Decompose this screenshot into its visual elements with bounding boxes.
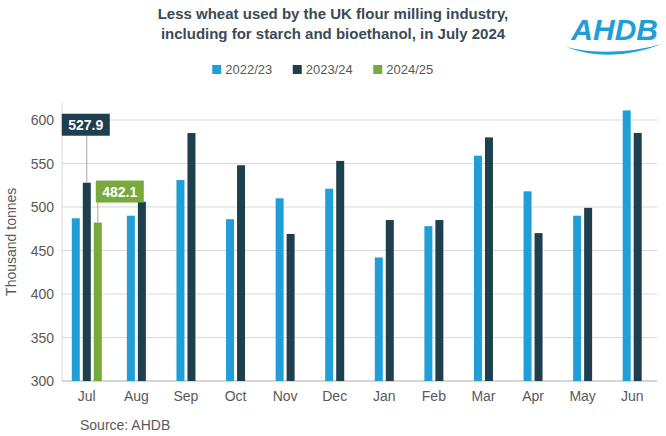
grid-line — [62, 294, 657, 295]
legend-label: 2024/25 — [386, 62, 433, 77]
x-axis-line — [62, 381, 657, 382]
y-tick-label: 550 — [31, 156, 55, 172]
bar — [474, 156, 482, 381]
bar — [485, 137, 493, 381]
y-tick-label: 450 — [31, 243, 55, 259]
y-tick-label: 400 — [31, 286, 55, 302]
x-tick-label: Feb — [422, 388, 446, 404]
x-tick-label: Dec — [322, 388, 347, 404]
bar — [573, 216, 581, 381]
legend: 2022/23 2023/24 2024/25 — [212, 62, 433, 77]
bar — [325, 189, 333, 381]
title: Less wheat used by the UK flour milling … — [133, 4, 533, 44]
logo-text: AHDB — [570, 13, 658, 46]
x-tick-label: Sep — [173, 388, 198, 404]
bar — [94, 223, 102, 381]
bar — [83, 183, 91, 381]
grid-line — [62, 381, 657, 382]
bar — [276, 198, 284, 381]
bar — [524, 191, 532, 381]
grid-line — [62, 163, 657, 164]
legend-swatch — [293, 65, 302, 74]
bar — [435, 220, 443, 381]
grid-line — [62, 120, 657, 121]
x-tick-label: Apr — [522, 388, 544, 404]
bar — [127, 216, 135, 381]
annotation-box — [62, 114, 110, 136]
y-tick-label: 350 — [31, 330, 55, 346]
annotation-box — [96, 181, 144, 203]
x-tick-label: Jul — [78, 388, 96, 404]
bar — [634, 133, 642, 381]
bar — [535, 233, 543, 381]
annotation-leader — [86, 136, 87, 183]
bar — [623, 110, 631, 381]
bar — [584, 208, 592, 381]
bar — [176, 180, 184, 381]
x-tick-label: Oct — [225, 388, 247, 404]
y-tick-label: 300 — [31, 373, 55, 389]
y-axis-line — [62, 103, 63, 381]
annotation: 482.1 — [102, 184, 137, 200]
chart: Less wheat used by the UK flour milling … — [0, 0, 666, 436]
bar — [336, 161, 344, 381]
legend-label: 2023/24 — [306, 62, 353, 77]
annotation-leader — [97, 203, 98, 223]
bar — [386, 220, 394, 381]
annotations: 527.9 482.1 — [62, 114, 144, 223]
bar — [287, 234, 295, 381]
bar — [424, 226, 432, 381]
legend-swatch — [212, 65, 221, 74]
bar — [375, 257, 383, 381]
y-tick-label: 500 — [31, 199, 55, 215]
chart-canvas: 300 350 400 450 500 550 600 Thousand tonnes Jul A… — [0, 0, 666, 436]
bar — [226, 219, 234, 381]
annotation: 527.9 — [68, 117, 103, 133]
legend-swatch — [373, 65, 382, 74]
grid-line — [62, 207, 657, 208]
legend-label: 2022/23 — [225, 62, 272, 77]
x-tick-label: May — [569, 388, 595, 404]
bar — [72, 218, 80, 381]
bars — [72, 110, 642, 381]
x-tick-label: Aug — [124, 388, 149, 404]
x-tick-label: Jan — [373, 388, 396, 404]
logo: AHDB — [566, 13, 662, 55]
x-tick-label: Nov — [273, 388, 298, 404]
y-axis-label: Thousand tonnes — [3, 188, 19, 296]
grid-line — [62, 337, 657, 338]
bar — [138, 202, 146, 381]
bar — [187, 133, 195, 381]
x-tick-label: Mar — [471, 388, 495, 404]
grid-line — [62, 250, 657, 251]
y-tick-label: 600 — [31, 112, 55, 128]
bar — [237, 165, 245, 381]
x-tick-label: Jun — [621, 388, 644, 404]
source: Source: AHDB — [80, 417, 170, 433]
